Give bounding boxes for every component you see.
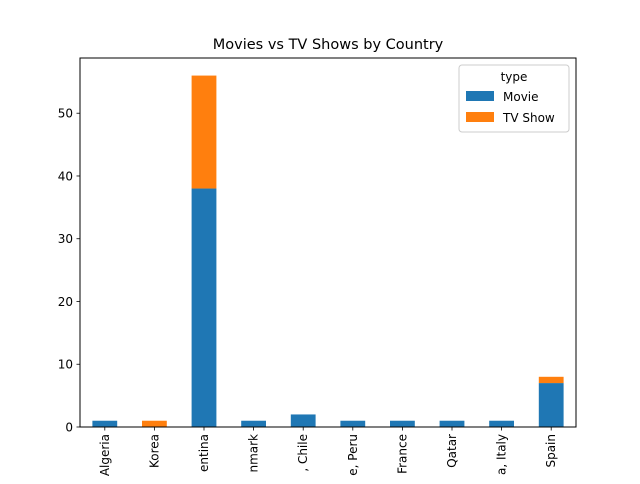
legend-label-movie: Movie bbox=[503, 90, 539, 104]
bar-movie-italy bbox=[489, 420, 514, 427]
x-tick-label: nmark bbox=[247, 434, 261, 473]
x-tick-label: Spain bbox=[544, 434, 558, 468]
y-tick-label: 50 bbox=[58, 107, 73, 121]
legend: type Movie TV Show bbox=[458, 64, 570, 133]
bar-movie-argentina bbox=[191, 188, 217, 427]
bars-layer bbox=[92, 75, 564, 427]
bar-movie-algeria bbox=[92, 420, 118, 427]
bar-movie-france bbox=[390, 420, 415, 427]
x-tick-label: a, Italy bbox=[495, 434, 509, 475]
legend-swatch-tv-show bbox=[466, 112, 494, 122]
bar-movie-chile bbox=[290, 414, 316, 427]
x-tick-label: , Chile bbox=[296, 434, 310, 472]
bar-tv-show-korea bbox=[142, 420, 167, 427]
x-tick-label: Algeria bbox=[98, 434, 112, 476]
legend-label-tv-show: TV Show bbox=[502, 111, 555, 125]
legend-title: type bbox=[501, 70, 528, 84]
y-tick-label: 0 bbox=[65, 421, 73, 435]
bar-movie-qatar bbox=[439, 420, 465, 427]
y-tick-label: 20 bbox=[58, 295, 73, 309]
x-axis-ticks: Algeria Korea entina nmark , Chile e, Peru Fra… bbox=[98, 427, 558, 476]
bar-tv-show-argentina bbox=[191, 75, 217, 189]
x-tick-label: Korea bbox=[147, 434, 161, 468]
bar-movie-peru bbox=[340, 420, 366, 427]
bar-movie-spain bbox=[538, 383, 564, 427]
x-tick-label: entina bbox=[197, 434, 211, 472]
x-tick-label: e, Peru bbox=[346, 434, 360, 476]
plot-area-frame bbox=[79, 57, 577, 428]
y-tick-label: 10 bbox=[58, 358, 73, 372]
y-tick-label: 40 bbox=[58, 169, 73, 183]
y-axis-ticks: 0 10 20 30 40 50 bbox=[58, 107, 80, 435]
chart-title: Movies vs TV Shows by Country bbox=[213, 37, 444, 53]
bar-tv-show-spain bbox=[538, 376, 564, 384]
x-tick-label: France bbox=[395, 434, 409, 474]
legend-swatch-movie bbox=[466, 91, 494, 101]
x-tick-label: Qatar bbox=[445, 434, 459, 468]
y-tick-label: 30 bbox=[58, 232, 73, 246]
bar-movie-denmark bbox=[241, 420, 266, 427]
